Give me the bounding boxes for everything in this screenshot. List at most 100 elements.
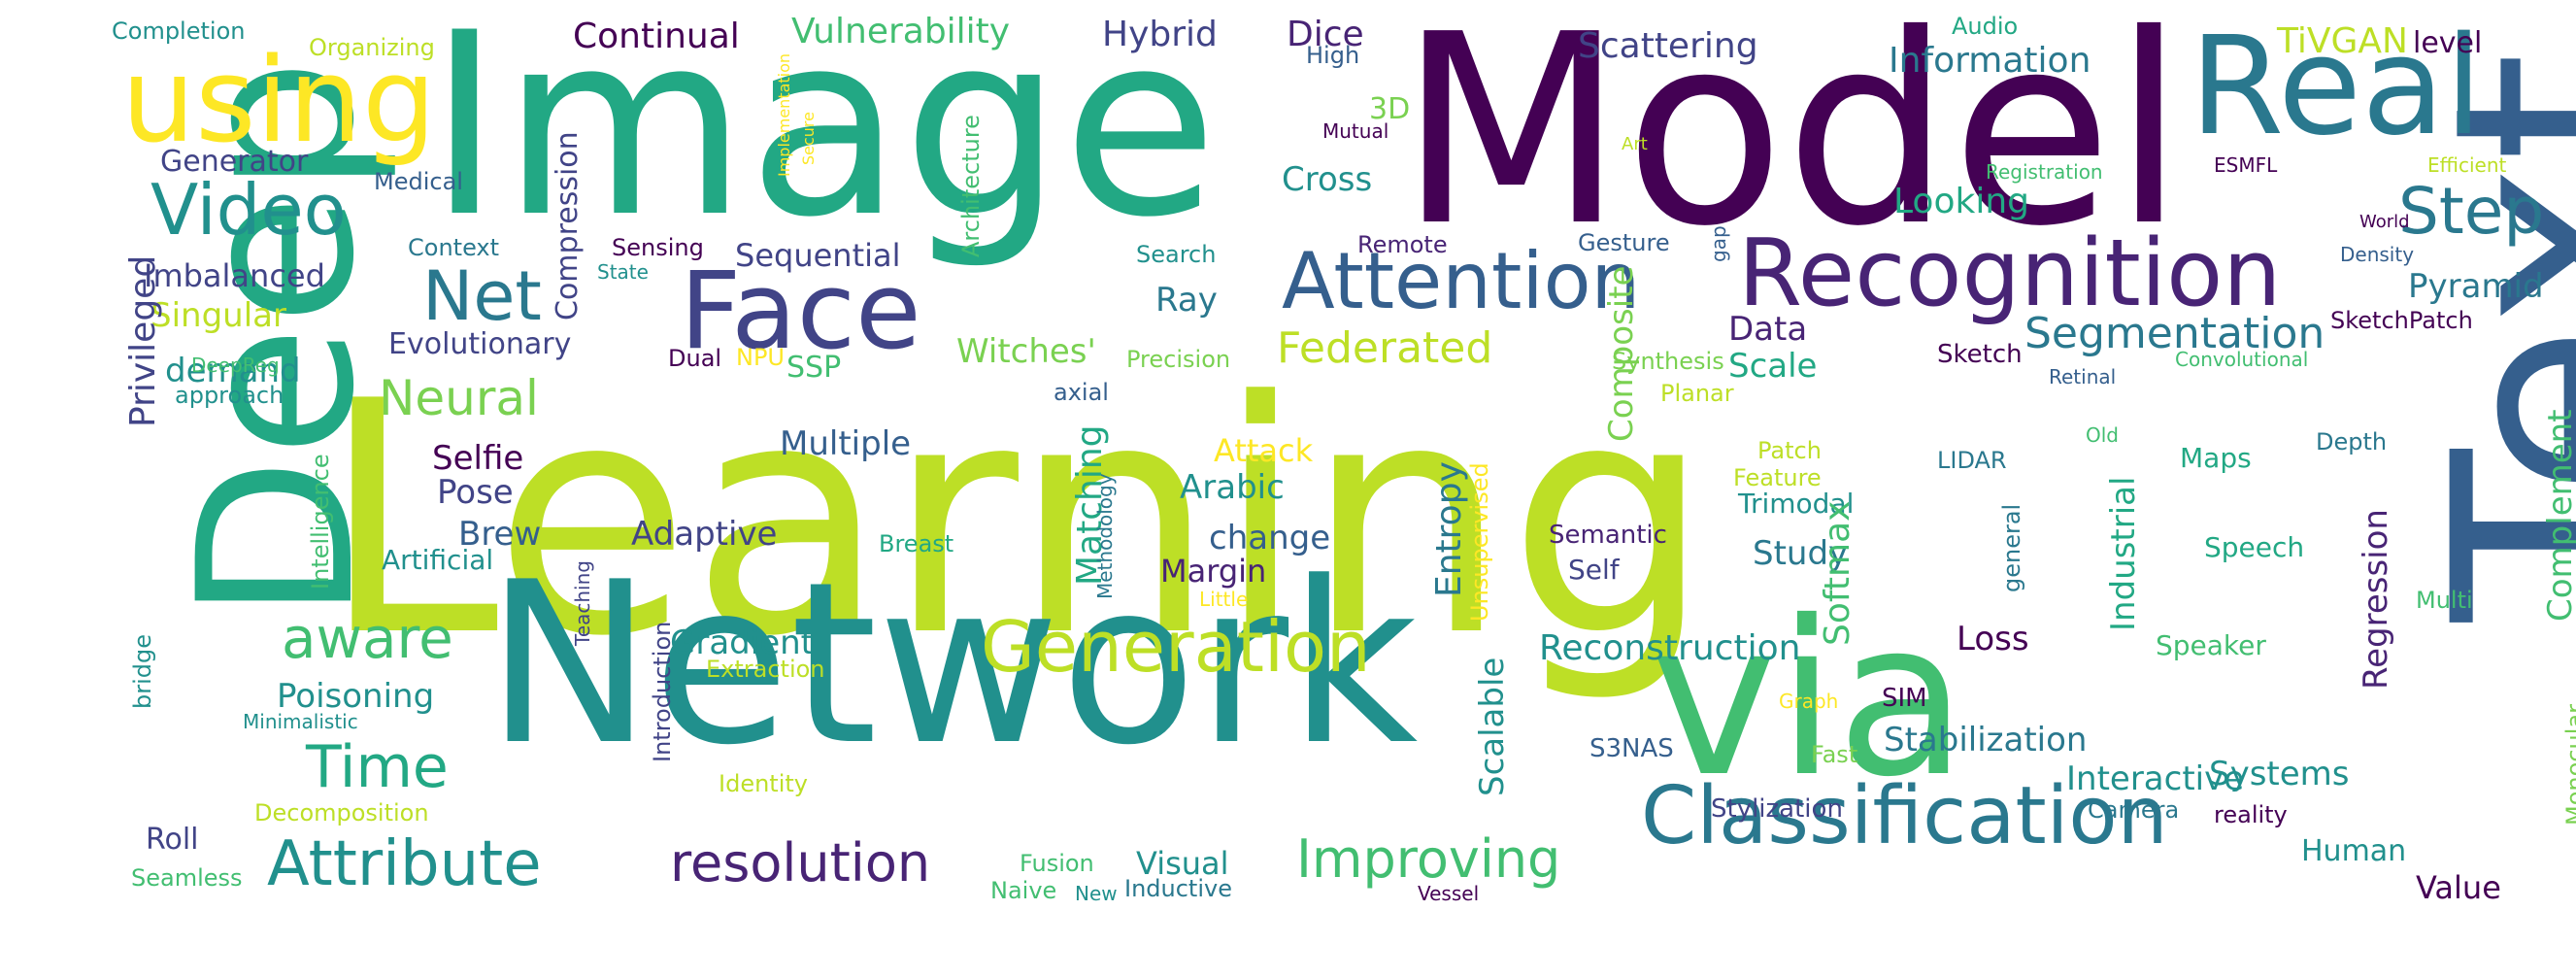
word-art: Art	[1622, 134, 1648, 154]
word-mutual: Mutual	[1322, 119, 1389, 143]
word-video: Video	[151, 169, 347, 251]
word-witches: Witches'	[956, 332, 1096, 371]
word-npu: NPU	[736, 344, 785, 371]
word-efficient: Efficient	[2427, 153, 2507, 177]
word-vulnerability: Vulnerability	[791, 12, 1011, 51]
word-bridge: bridge	[129, 633, 156, 709]
word-sketchpatch: SketchPatch	[2330, 307, 2473, 334]
word-multiple: Multiple	[780, 424, 912, 463]
word-secure: Secure	[799, 111, 818, 165]
word-ray: Ray	[1155, 281, 1218, 320]
word-trimodal: Trimodal	[1738, 488, 1855, 520]
word-dual: Dual	[668, 345, 722, 372]
word-model: Model	[1398, 0, 2186, 284]
word-gradient: Gradient	[670, 624, 814, 662]
word-multi: Multi	[2416, 587, 2473, 614]
word-learning: Learning	[320, 333, 1712, 706]
word-looking: Looking	[1893, 182, 2029, 221]
word-regression: Regression	[2357, 509, 2395, 690]
word-seamless: Seamless	[131, 864, 243, 892]
word-evolutionary: Evolutionary	[388, 327, 572, 361]
word-scalable: Scalable	[1473, 657, 1512, 796]
word-information: Information	[1889, 41, 2091, 81]
word-fusion: Fusion	[1020, 850, 1094, 877]
word-level: level	[2413, 26, 2483, 60]
word-entropy: Entropy	[1429, 461, 1469, 597]
word-decomposition: Decomposition	[254, 799, 429, 826]
word-tivgan: TiVGAN	[2277, 21, 2408, 61]
word-depth: Depth	[2316, 428, 2388, 455]
word-continual: Continual	[573, 17, 740, 56]
word-network: Network	[485, 535, 1419, 794]
word-adaptive: Adaptive	[631, 515, 778, 554]
word-unsupervised: Unsupervised	[1466, 462, 1493, 622]
word-imbalanced: Imbalanced	[144, 257, 325, 294]
word-generation: Generation	[981, 606, 1371, 688]
word-scale: Scale	[1728, 347, 1818, 386]
word-lidar: LIDAR	[1937, 447, 2007, 474]
word-singular: Singular	[151, 296, 286, 335]
word-poisoning: Poisoning	[277, 677, 435, 716]
word-little: Little	[1199, 588, 1249, 611]
word-organizing: Organizing	[309, 34, 435, 61]
word-minimalistic: Minimalistic	[243, 710, 358, 733]
word-medical: Medical	[374, 168, 463, 195]
word-loss: Loss	[1957, 620, 2029, 658]
word-precision: Precision	[1126, 346, 1231, 373]
word-3d: 3D	[1369, 92, 1411, 126]
word-attribute: Attribute	[267, 828, 542, 900]
word-context: Context	[408, 234, 500, 261]
word-deepreg: DeepReg	[191, 354, 280, 377]
word-value: Value	[2416, 869, 2501, 906]
word-axial: axial	[1054, 379, 1109, 406]
word-extraction: Extraction	[706, 656, 825, 683]
word-systems: Systems	[2209, 755, 2350, 793]
word-visual: Visual	[1136, 845, 1229, 882]
word-compression: Compression	[551, 131, 585, 320]
word-segmentation: Segmentation	[2024, 309, 2325, 358]
word-scattering: Scattering	[1578, 26, 1758, 66]
word-inductive: Inductive	[1124, 875, 1232, 902]
word-arabic: Arabic	[1180, 468, 1285, 507]
word-classification: Classification	[1641, 770, 2168, 862]
word-softmax: Softmax	[1818, 500, 1857, 646]
word-introduction: Introduction	[649, 621, 676, 762]
word-hybrid: Hybrid	[1102, 15, 1218, 54]
word-registration: Registration	[1986, 160, 2103, 184]
word-stylization: Stylization	[1711, 794, 1843, 824]
word-industrial: Industrial	[2104, 476, 2143, 631]
word-net: Net	[422, 256, 542, 336]
word-retinal: Retinal	[2049, 365, 2117, 388]
word-s3nas: S3NAS	[1589, 734, 1674, 763]
word-completion: Completion	[112, 17, 246, 45]
word-state: State	[597, 260, 649, 284]
word-gesture: Gesture	[1578, 229, 1670, 256]
word-semantic: Semantic	[1549, 521, 1667, 550]
word-speaker: Speaker	[2156, 629, 2266, 661]
word-artificial: Artificial	[382, 544, 494, 576]
word-face: Face	[680, 249, 921, 373]
word-cross: Cross	[1282, 160, 1373, 199]
word-using: using	[121, 34, 437, 169]
word-selfie: Selfie	[432, 439, 524, 478]
word-sim: SIM	[1882, 684, 1927, 713]
word-high: High	[1306, 42, 1360, 69]
word-breast: Breast	[879, 530, 954, 557]
word-interactive: Interactive	[2066, 759, 2245, 798]
word-neural: Neural	[379, 370, 539, 426]
word-pose: Pose	[437, 473, 514, 512]
word-naive: Naive	[990, 877, 1057, 904]
word-intelligence: Intelligence	[307, 454, 334, 590]
word-via: via	[1651, 575, 1968, 824]
word-improving: Improving	[1296, 828, 1561, 890]
word-identity: Identity	[719, 770, 808, 797]
word-speech: Speech	[2204, 531, 2305, 563]
word-implementation: Implementation	[775, 52, 793, 177]
word-new: New	[1075, 882, 1118, 905]
word-aware: aware	[282, 605, 453, 671]
word-maps: Maps	[2180, 442, 2252, 474]
word-search: Search	[1136, 241, 1217, 268]
word-approach: approach	[175, 382, 284, 409]
word-ssp: SSP	[786, 351, 842, 385]
